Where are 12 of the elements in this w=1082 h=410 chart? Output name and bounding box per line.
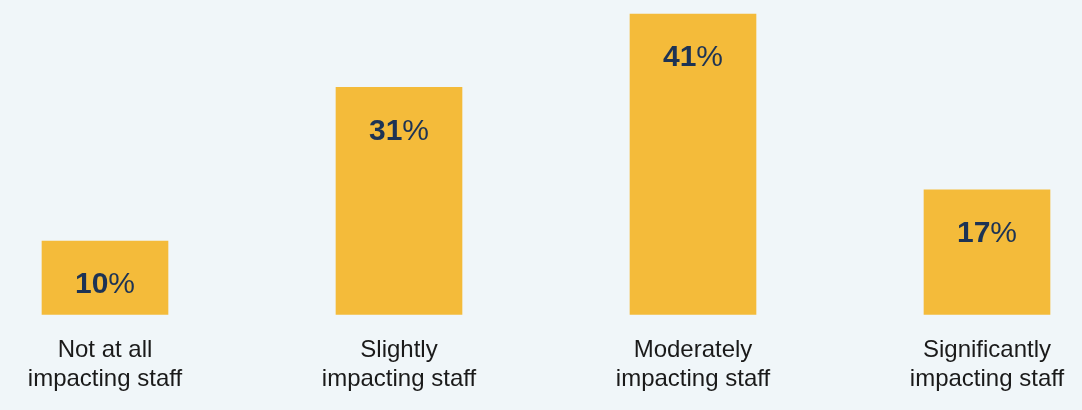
data-label: 10% xyxy=(74,266,136,300)
bar xyxy=(629,13,757,315)
data-label: 41% xyxy=(662,39,724,73)
data-label: 31% xyxy=(368,112,430,146)
bar xyxy=(335,86,463,315)
x-tick-label: Significantly impacting staff xyxy=(909,335,1065,392)
x-tick-label: Moderately impacting staff xyxy=(615,335,771,392)
bar xyxy=(923,189,1051,315)
x-tick-label: Not at all impacting staff xyxy=(27,335,183,392)
x-tick-label: Slightly impacting staff xyxy=(321,335,477,392)
data-label: 17% xyxy=(956,215,1018,249)
bar xyxy=(41,240,169,315)
